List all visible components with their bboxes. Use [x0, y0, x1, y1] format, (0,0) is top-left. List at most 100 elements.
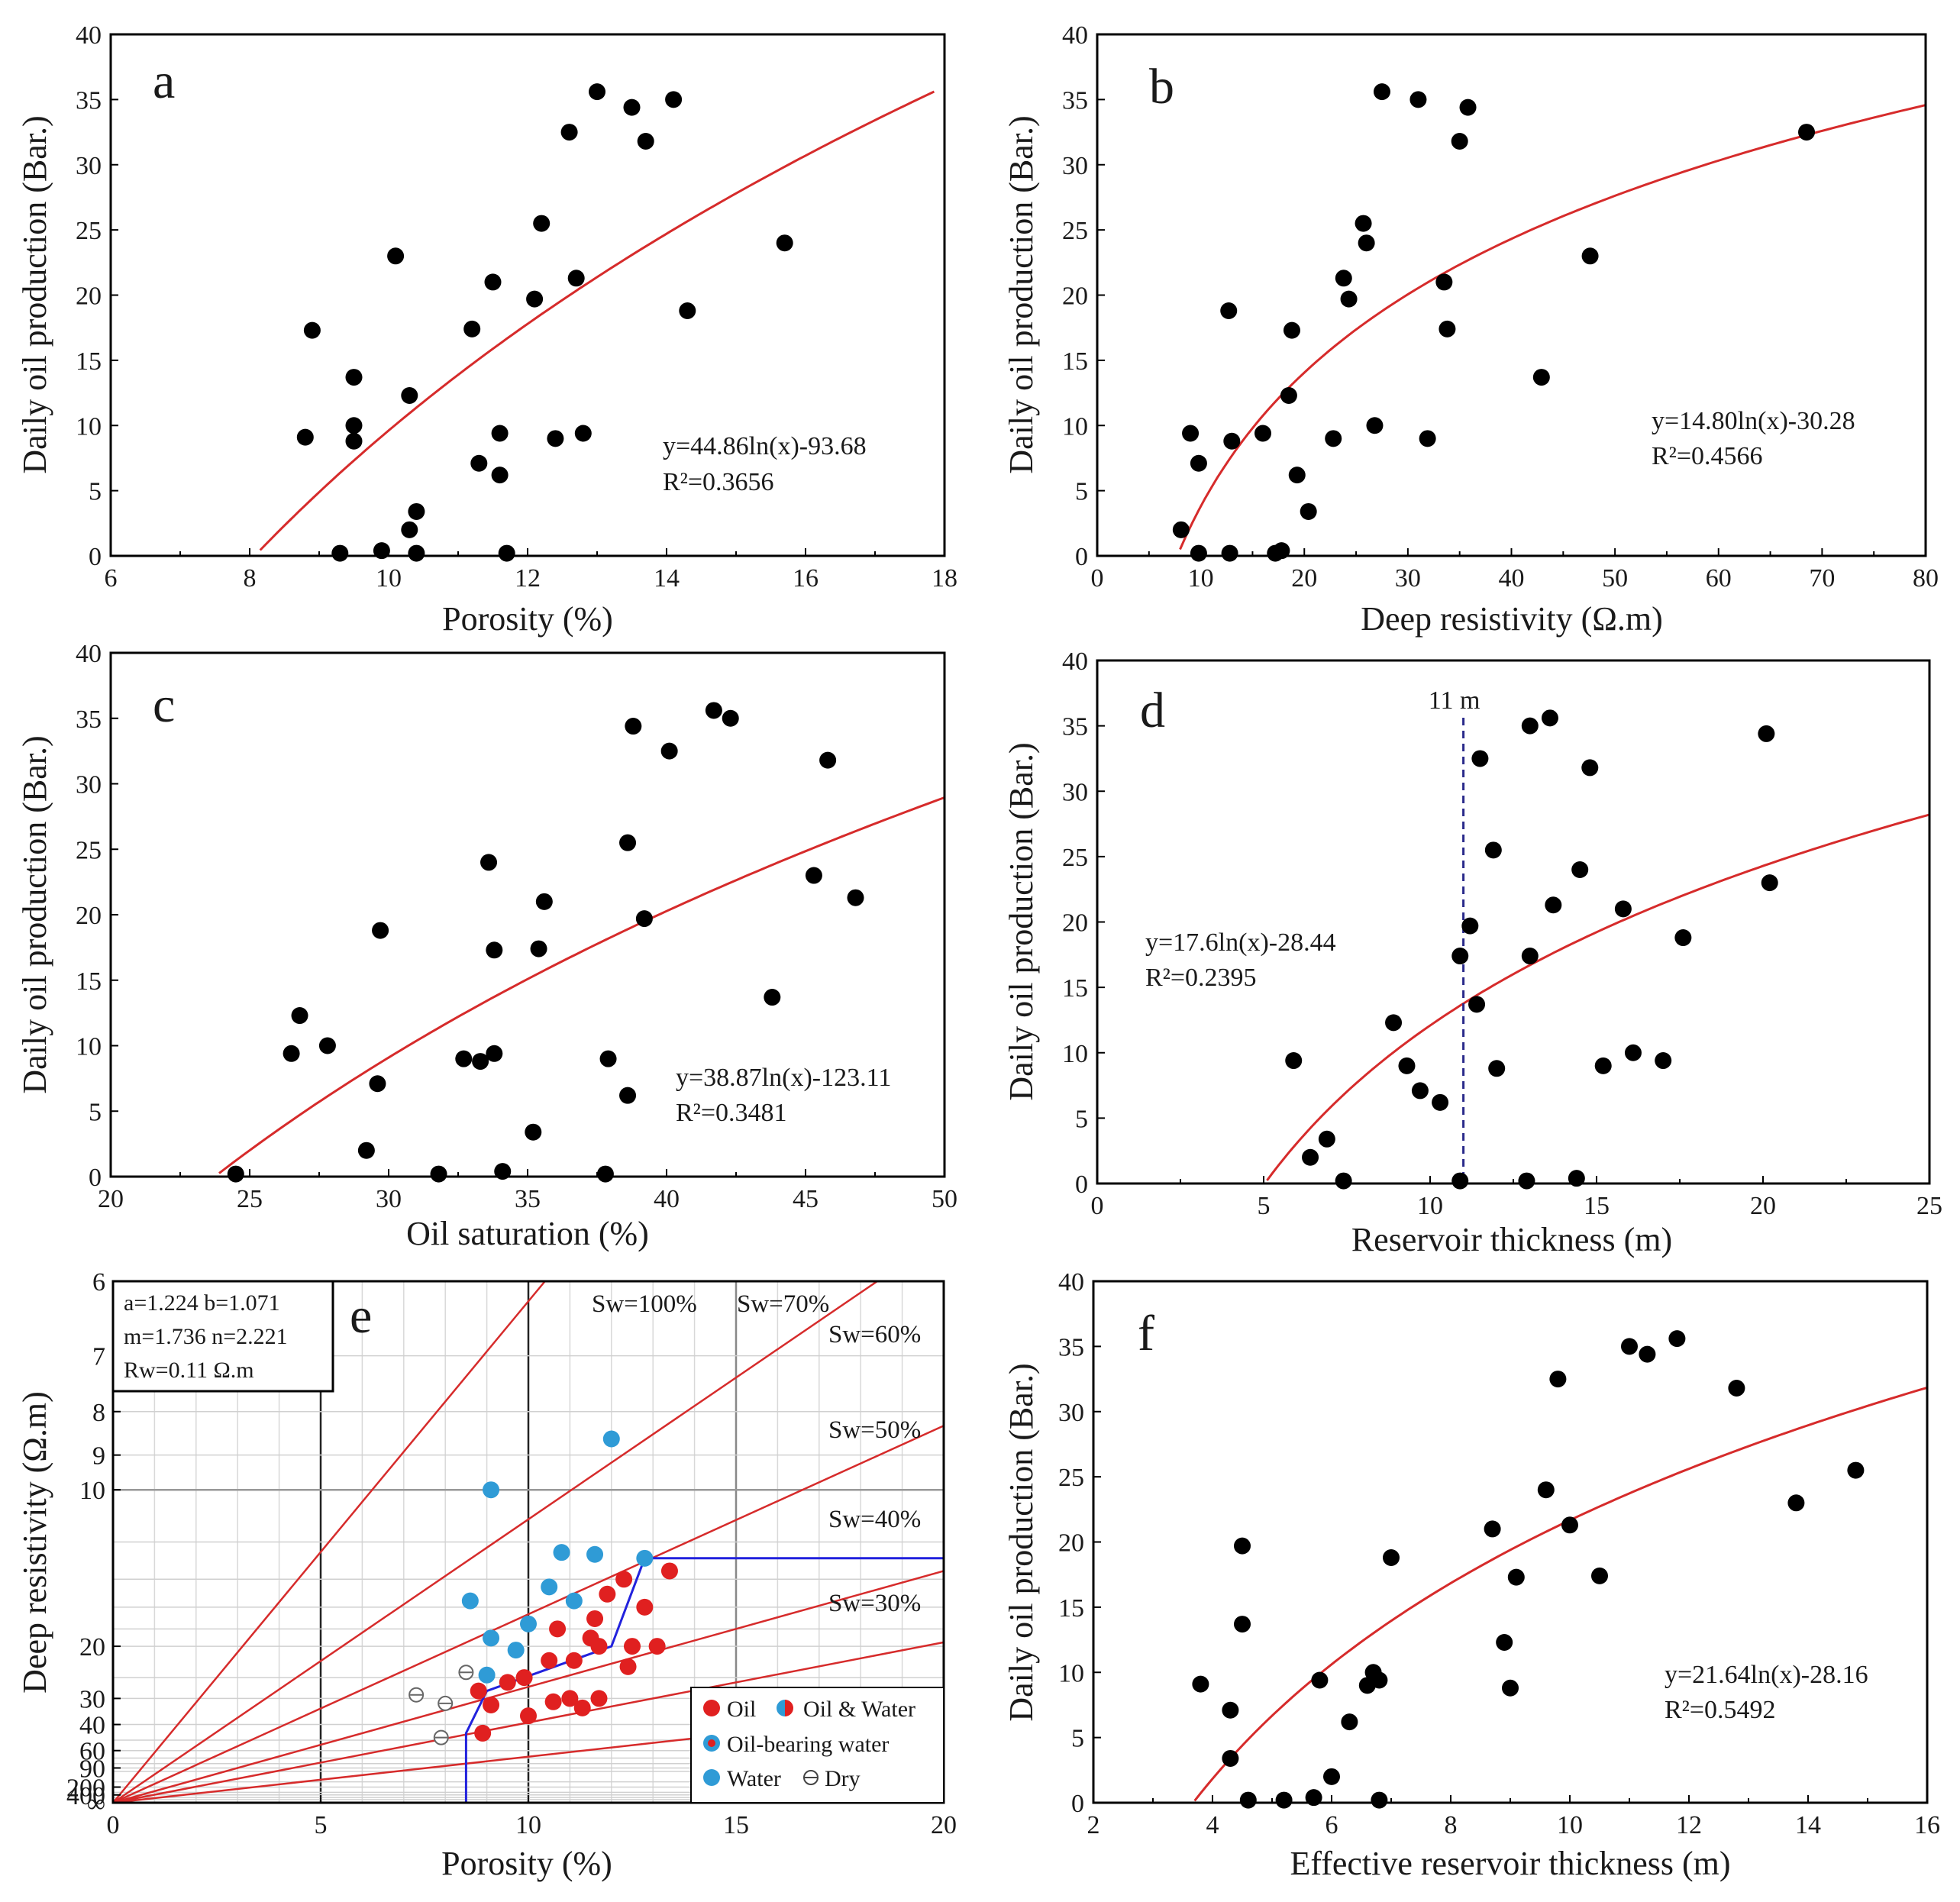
data-point — [1254, 425, 1271, 442]
data-point — [472, 1053, 489, 1070]
y-tick-label: 0 — [1075, 1171, 1088, 1199]
oil-point — [541, 1652, 558, 1669]
data-point — [1537, 1481, 1555, 1499]
y-tick-label: 35 — [76, 86, 102, 115]
y-tick-label: 15 — [1062, 974, 1088, 1003]
x-tick-label: 45 — [793, 1185, 819, 1213]
data-point — [1488, 1060, 1506, 1077]
data-point — [318, 1037, 336, 1054]
x-tick-label: 60 — [1706, 564, 1732, 593]
data-point — [1432, 1093, 1449, 1111]
y-tick-label: 20 — [1062, 909, 1088, 938]
data-point — [345, 417, 363, 434]
panel-b-letter: b — [1149, 59, 1174, 115]
data-point — [1761, 874, 1778, 892]
data-point — [637, 133, 654, 150]
oil-point — [624, 1638, 641, 1655]
data-point — [1358, 234, 1375, 252]
panel-e-sw70-label: Sw=70% — [737, 1290, 829, 1318]
y-tick-label: 30 — [1062, 152, 1088, 180]
panel-c-xlabel: Oil saturation (%) — [406, 1215, 649, 1252]
y-tick-label: 60 — [79, 1738, 105, 1766]
oil-point — [515, 1669, 533, 1687]
data-point — [535, 893, 553, 910]
data-point — [1371, 1671, 1388, 1689]
y-tick-label: 30 — [1062, 778, 1088, 806]
data-point — [1302, 1148, 1319, 1166]
legend-oil-water-label: Oil & Water — [803, 1697, 915, 1722]
x-tick-label: 6 — [105, 564, 118, 593]
data-point — [1461, 917, 1479, 935]
panel-c-ylabel: Daily oil production (Bar.) — [16, 735, 53, 1093]
data-point — [227, 1165, 244, 1183]
panel-c-equation: y=38.87ln(x)-123.11 — [676, 1064, 891, 1092]
data-point — [589, 83, 605, 101]
data-point — [1639, 1345, 1656, 1363]
data-point — [1674, 929, 1692, 947]
panel-e-sw50-label: Sw=50% — [828, 1416, 921, 1444]
panel-c-r2: R²=0.3481 — [676, 1099, 787, 1127]
data-point — [1341, 1713, 1358, 1731]
data-point — [1484, 1520, 1501, 1538]
oil-point — [590, 1638, 608, 1655]
data-point — [1545, 896, 1562, 914]
y-tick-label: 10 — [1062, 412, 1088, 441]
x-tick-label: 10 — [376, 564, 402, 593]
y-tick-label: 0 — [1071, 1790, 1084, 1818]
y-tick-label: 0 — [89, 1164, 102, 1192]
data-point — [1847, 1461, 1865, 1479]
x-tick-label: 15 — [1584, 1192, 1610, 1220]
water-point — [507, 1642, 525, 1659]
x-tick-label: 12 — [515, 564, 541, 593]
y-tick-label: 35 — [1062, 713, 1088, 741]
data-point — [1502, 1679, 1519, 1697]
fit-curve — [218, 796, 945, 1174]
panel-e-sw30-label: Sw=30% — [828, 1590, 921, 1617]
legend-dry-label: Dry — [825, 1766, 861, 1791]
panel-f-letter: f — [1138, 1306, 1154, 1361]
y-tick-label: 25 — [1062, 844, 1088, 872]
data-point — [1192, 1675, 1209, 1693]
panel-b-equation: y=14.80ln(x)-30.28 — [1652, 407, 1855, 435]
data-point — [463, 320, 481, 337]
data-point — [1275, 1791, 1293, 1809]
panel-e-param-rw: Rw=0.11 Ω.m — [124, 1358, 254, 1383]
data-point — [1335, 1172, 1352, 1190]
y-tick-label: 7 — [92, 1343, 105, 1371]
data-point — [1549, 1371, 1567, 1388]
y-tick-label: 40 — [79, 1712, 105, 1740]
water-point — [478, 1666, 496, 1684]
x-tick-label: 50 — [932, 1185, 957, 1213]
y-tick-label: 8 — [92, 1399, 105, 1427]
data-point — [1172, 521, 1190, 538]
x-tick-label: 20 — [1750, 1192, 1776, 1220]
data-point — [357, 1142, 375, 1159]
x-tick-label: 14 — [1795, 1811, 1821, 1839]
x-tick-label: 40 — [654, 1185, 680, 1213]
data-point — [847, 889, 864, 906]
y-tick-label: 30 — [1058, 1399, 1084, 1427]
data-point — [1459, 98, 1477, 116]
oil-point — [619, 1658, 637, 1675]
panel-a-ylabel: Daily oil production (Bar.) — [16, 115, 53, 473]
y-tick-label: 0 — [1075, 543, 1088, 571]
panel-c-frame — [109, 651, 946, 1178]
oil-point — [615, 1571, 633, 1588]
panel-b-r2: R²=0.4566 — [1652, 442, 1763, 470]
data-point — [530, 940, 547, 957]
y-tick-label: 40 — [1062, 647, 1088, 676]
data-point — [1366, 417, 1384, 434]
data-point — [679, 302, 696, 319]
x-tick-label: 25 — [237, 1185, 263, 1213]
panel-b-ylabel: Daily oil production (Bar.) — [1003, 115, 1040, 473]
y-tick-label: 5 — [89, 1098, 102, 1126]
panel-d-letter: d — [1140, 683, 1165, 738]
water-point — [541, 1578, 558, 1596]
data-point — [491, 425, 509, 442]
data-point — [1340, 290, 1358, 308]
data-point — [491, 467, 509, 484]
panel-e-legend: Oil Oil & Water Oil-bearing water Water … — [690, 1687, 944, 1804]
data-point — [480, 854, 498, 871]
y-tick-label: 9 — [92, 1442, 105, 1471]
data-point — [819, 751, 837, 769]
